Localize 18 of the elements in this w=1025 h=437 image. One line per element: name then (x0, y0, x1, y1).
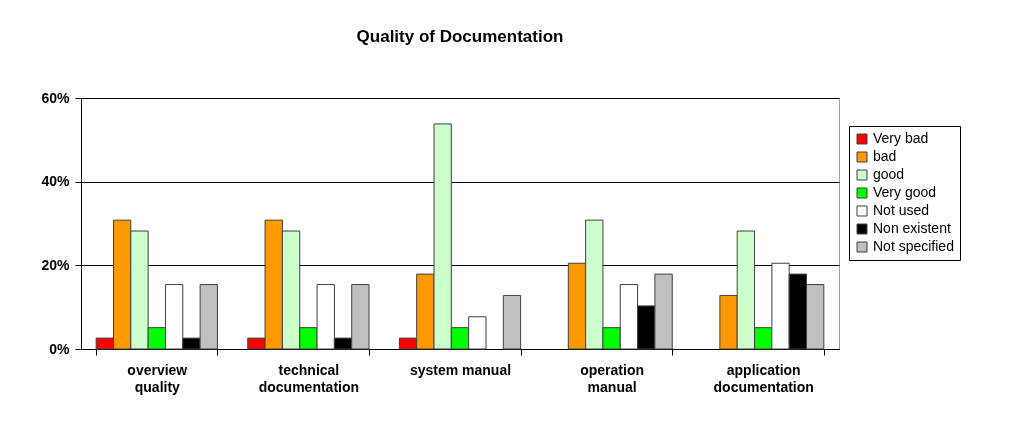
y-tick-label: 60% (41, 89, 71, 106)
chart-title: Quality of Documentation (356, 27, 564, 46)
y-tick-label: 40% (41, 173, 71, 190)
legend-label: Very good (873, 184, 937, 200)
y-tick-label: 0% (49, 340, 71, 357)
x-tick-label: technical documentation (258, 361, 360, 395)
legend-label: Not used (873, 202, 930, 218)
x-tick-label: overview quality (127, 361, 188, 395)
x-tick-label: application documentation (713, 361, 814, 395)
legend-label: bad (873, 148, 897, 164)
y-tick-label: 20% (41, 256, 71, 273)
legend-label: good (873, 166, 905, 182)
x-tick-label: system manual (409, 361, 512, 378)
bar (502, 294, 522, 350)
legend-label: Not specified (873, 238, 954, 254)
legend-label: Non existent (873, 220, 951, 236)
x-tick-label: operation manual (580, 361, 644, 395)
legend-label: Very bad (873, 130, 929, 146)
